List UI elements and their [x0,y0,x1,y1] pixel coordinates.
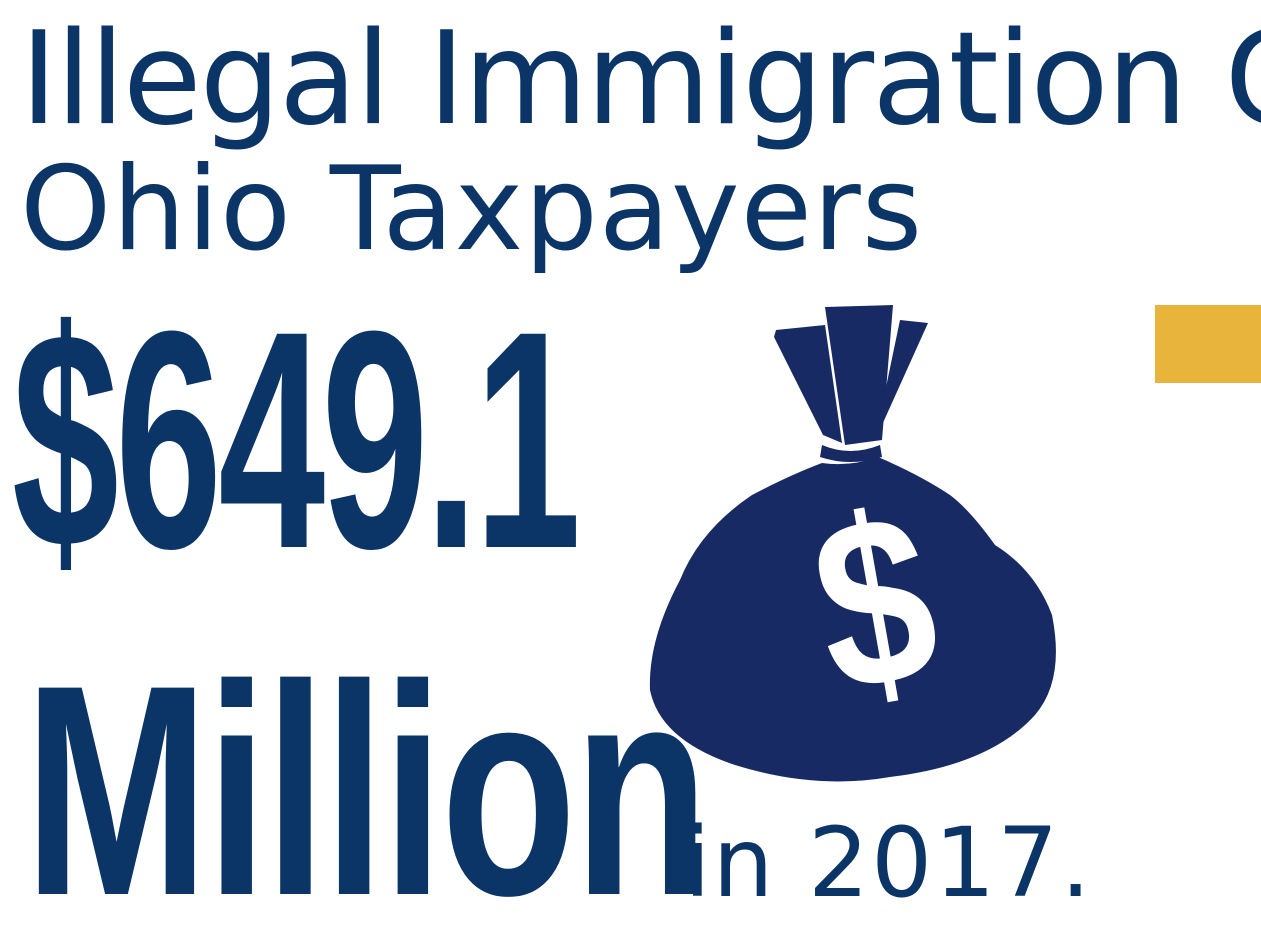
bag-tie [820,445,882,462]
bag-neck-right-flap [875,320,928,440]
bag-body [649,457,1056,782]
money-bag-icon: $ [649,305,1056,782]
cost-unit: Million [24,622,709,931]
headline-line-1: Illegal Immigration Cost [20,5,1261,154]
cost-period: in 2017. [684,807,1093,919]
bag-neck-center-flap [825,305,893,445]
accent-block [1155,305,1261,383]
cost-amount: $649.1 [12,266,581,613]
bag-neck-left-flap [774,325,842,443]
headline-line-2: Ohio Taxpayers [20,142,924,277]
